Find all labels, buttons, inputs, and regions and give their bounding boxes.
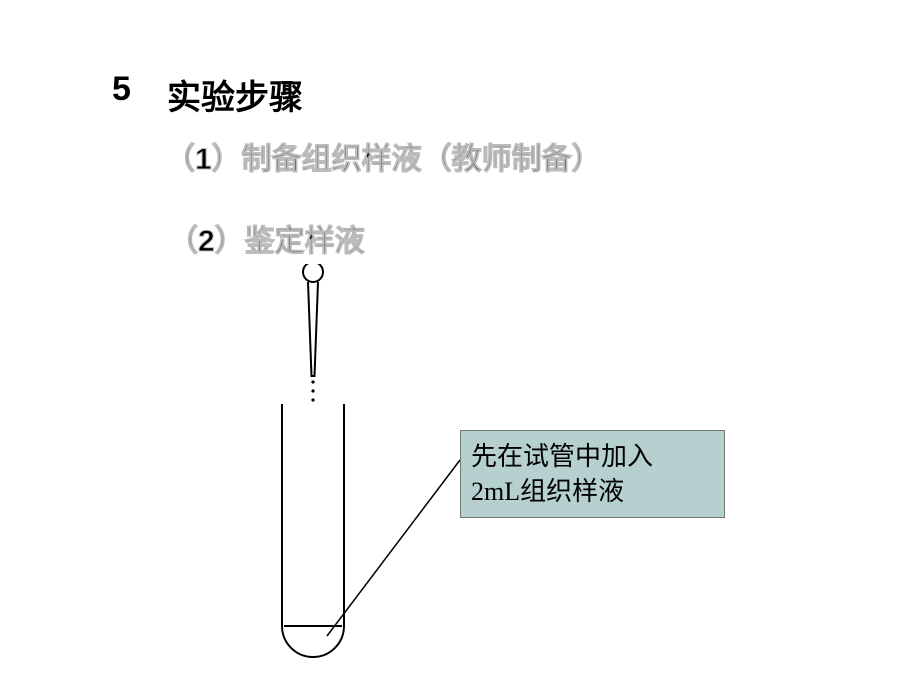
step-1-label: （1）制备组织样液（教师制备） [165, 134, 602, 178]
section-number: 5 [112, 70, 131, 109]
dropper-bulb [303, 264, 323, 282]
callout-leader-line [327, 460, 460, 636]
drop [311, 380, 314, 383]
dropper-stem [308, 282, 318, 376]
step-2-label: （2）鉴定样液 [168, 216, 365, 260]
drops-group [311, 380, 314, 401]
callout-line-2: 2mL组织样液 [471, 474, 714, 509]
drop [311, 389, 314, 392]
callout-box: 先在试管中加入 2mL组织样液 [460, 430, 725, 518]
section-title: 实验步骤 [167, 70, 303, 119]
callout-line-1: 先在试管中加入 [471, 439, 714, 474]
slide-stage: 5 实验步骤 （1）制备组织样液（教师制备） （2）鉴定样液 先在试管中加入 2… [0, 0, 920, 690]
test-tube-outline [282, 404, 344, 657]
drop [311, 398, 314, 401]
